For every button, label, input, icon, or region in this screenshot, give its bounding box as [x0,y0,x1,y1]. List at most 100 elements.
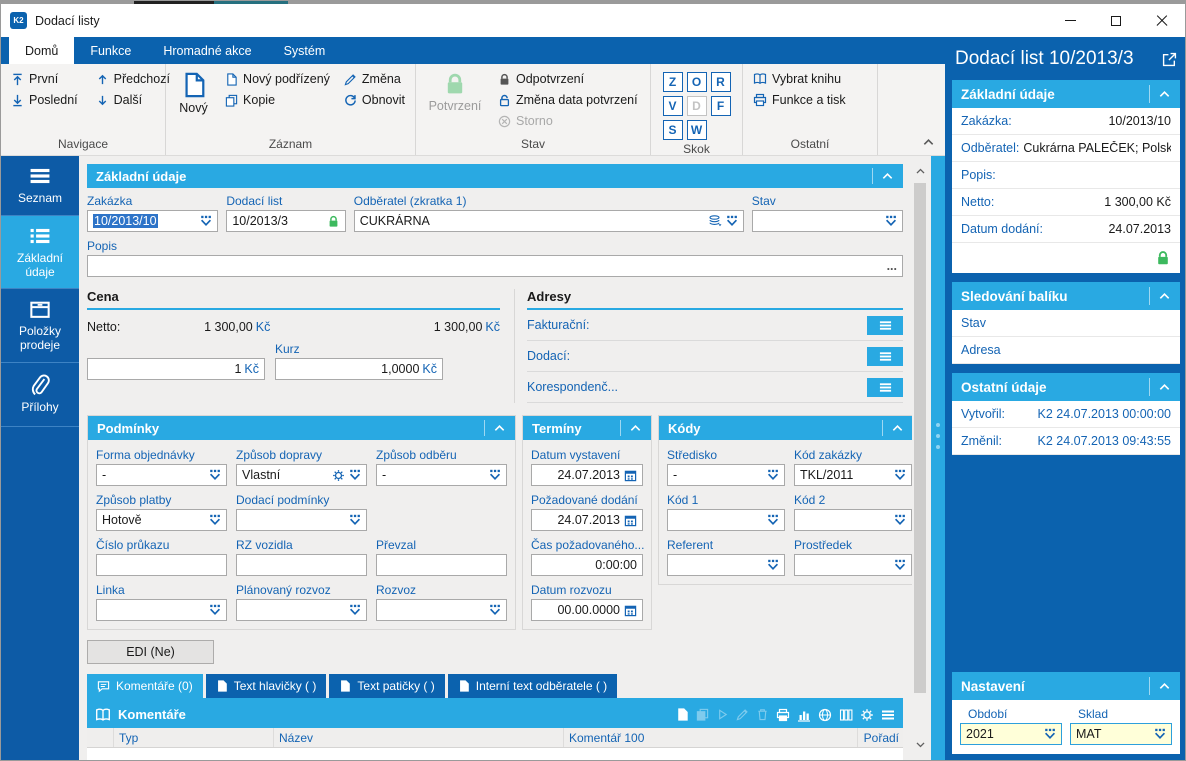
confirm-button[interactable]: Potvrzení [426,70,484,113]
tab-komentare[interactable]: Komentáře (0) [87,674,203,698]
jump-key-w[interactable]: W [686,120,707,140]
last-button[interactable]: Poslední [11,93,78,107]
sidebar-item-zakladni-udaje[interactable]: Základní údaje [1,215,79,290]
previous-button[interactable]: Předchozí [96,72,170,86]
zpusob-dopravy-field[interactable]: Vlastní [236,464,367,486]
collapse-section-icon[interactable] [872,168,894,184]
calendar-icon[interactable] [624,604,637,617]
adresa-menu-button[interactable] [867,377,903,397]
dropdown-icon[interactable] [489,604,501,616]
dropdown-icon[interactable] [894,469,906,481]
tab-interni-text[interactable]: Interní text odběratele ( ) [447,674,618,698]
kod2-field[interactable] [794,509,912,531]
new-row-icon[interactable] [676,708,689,721]
kod-zakazky-field[interactable]: TKL/2011 [794,464,912,486]
cancel-record-button[interactable]: Storno [498,114,638,128]
scroll-up-icon[interactable] [915,164,926,179]
zpusob-platby-field[interactable]: Hotově [96,509,227,531]
jump-key-r[interactable]: R [710,72,731,92]
jump-key-v[interactable]: V [662,96,683,116]
columns-icon[interactable] [839,708,853,722]
kod1-field[interactable] [667,509,785,531]
datum-rozvozu-field[interactable]: 00.00.0000 [531,599,643,621]
jump-key-d[interactable]: D [686,96,707,116]
maximize-button[interactable] [1093,4,1139,37]
pozadovane-dodani-field[interactable]: 24.07.2013 [531,509,643,531]
main-scrollbar[interactable] [912,164,928,752]
ribbon-collapse-icon[interactable] [922,136,935,149]
open-external-icon[interactable] [1162,52,1177,67]
next-button[interactable]: Další [96,93,170,107]
datum-vystaveni-field[interactable]: 24.07.2013 [531,464,643,486]
first-button[interactable]: První [11,72,78,86]
gear-icon[interactable] [332,469,345,482]
jump-key-s[interactable]: S [662,120,683,140]
sidebar-item-seznam[interactable]: Seznam [1,156,79,216]
sidebar-item-polozky-prodeje[interactable]: Položky prodeje [1,289,79,363]
dodaci-podminky-field[interactable] [236,509,367,531]
gear-icon[interactable] [860,708,874,722]
splitter-handle[interactable] [936,422,940,449]
column-nazev[interactable]: Název [273,728,563,747]
dropdown-icon[interactable] [767,469,779,481]
rozvoz-field[interactable] [376,599,507,621]
trash-icon[interactable] [756,708,769,721]
collapse-section-icon[interactable] [620,420,642,436]
new-child-button[interactable]: Nový podřízený [225,72,330,86]
tab-domu[interactable]: Domů [9,37,75,64]
dropdown-icon[interactable] [894,559,906,571]
obdobi-field[interactable]: 2021 [960,723,1062,745]
dropdown-icon[interactable] [200,215,212,227]
column-poradi[interactable]: Pořadí [857,728,903,747]
minimize-button[interactable] [1047,4,1093,37]
collapse-card-icon[interactable] [1149,378,1171,396]
collapse-section-icon[interactable] [882,420,904,436]
calendar-icon[interactable] [624,469,637,482]
comments-grid-body[interactable] [87,748,903,760]
referent-field[interactable] [667,554,785,576]
zakazka-field[interactable]: 10/2013/10 [87,210,219,232]
dropdown-icon[interactable] [1154,728,1166,740]
kurz-field[interactable]: 1,0000 Kč [275,358,443,380]
jump-key-o[interactable]: O [686,72,707,92]
linka-field[interactable] [96,599,227,621]
dropdown-icon[interactable] [349,604,361,616]
tab-text-hlavicky[interactable]: Text hlavičky ( ) [205,674,327,698]
web-icon[interactable] [818,708,832,722]
castka-field[interactable]: 1 Kč [87,358,265,380]
scrollbar-thumb[interactable] [914,183,926,693]
tab-funkce[interactable]: Funkce [90,43,132,58]
dropdown-icon[interactable] [767,514,779,526]
column-komentar[interactable]: Komentář 100 [563,728,857,747]
close-button[interactable] [1139,4,1185,37]
dropdown-icon[interactable] [489,469,501,481]
panel-splitter[interactable] [931,156,945,760]
dropdown-icon[interactable] [767,559,779,571]
stredisko-field[interactable]: - [667,464,785,486]
jump-key-f[interactable]: F [710,96,731,116]
play-icon[interactable] [716,708,729,721]
scroll-down-icon[interactable] [915,737,926,752]
stav-field[interactable] [751,210,903,232]
dropdown-icon[interactable] [894,514,906,526]
prostredek-field[interactable] [794,554,912,576]
odberatel-field[interactable]: CUKRÁRNA [353,210,744,232]
select-book-button[interactable]: Vybrat knihu [753,72,846,86]
edit-button[interactable]: Změna [344,72,405,86]
adresa-menu-button[interactable] [867,346,903,366]
unconfirm-button[interactable]: Odpotvrzení [498,72,638,86]
column-typ[interactable]: Typ [113,728,273,747]
copy-icon[interactable] [696,708,709,721]
sklad-field[interactable]: MAT [1070,723,1172,745]
new-button[interactable]: Nový [176,70,211,115]
dropdown-icon[interactable] [885,215,897,227]
copy-button[interactable]: Kopie [225,93,330,107]
dropdown-icon[interactable] [209,604,221,616]
change-confirm-date-button[interactable]: Změna data potvrzení [498,93,638,107]
zpusob-odberu-field[interactable]: - [376,464,507,486]
forma-objednavky-field[interactable]: - [96,464,227,486]
layers-icon[interactable] [708,214,722,228]
sidebar-item-prilohy[interactable]: Přílohy [1,363,79,427]
tab-hromadne-akce[interactable]: Hromadné akce [163,43,252,58]
jump-key-z[interactable]: Z [662,72,683,92]
